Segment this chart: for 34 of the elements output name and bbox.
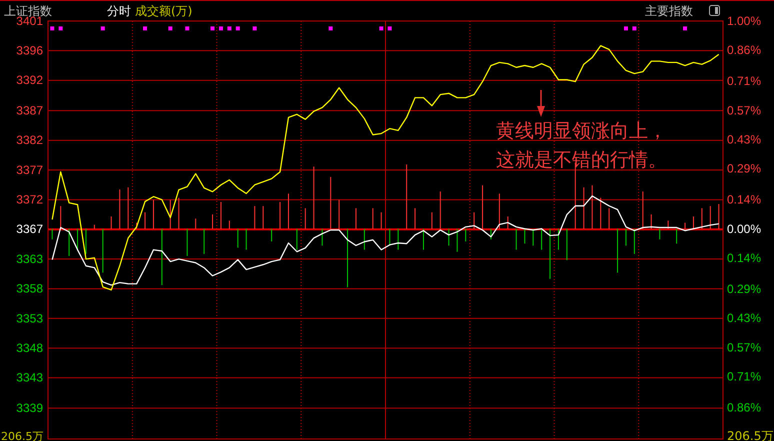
- y-tick-label: 3358: [16, 282, 44, 296]
- chart-subtitle: 分时: [107, 4, 131, 18]
- y2-tick-label: 1.00%: [727, 14, 762, 28]
- line-series: [52, 195, 720, 286]
- y-tick-label: 3353: [16, 311, 44, 326]
- y2-tick-label: 0.71%: [727, 74, 762, 88]
- y2-tick-label: 0.86%: [727, 400, 762, 415]
- y2-tick-label: 0.29%: [727, 161, 762, 176]
- y-tick-label: 3367: [16, 222, 44, 236]
- y2-tick-label: 0.00%: [727, 222, 762, 236]
- y2-tick-label: 0.57%: [727, 340, 762, 354]
- y2-tick-label: 0.43%: [727, 132, 762, 146]
- y2-tick-label: 0.43%: [727, 311, 762, 326]
- y-tick-label: 3382: [16, 133, 44, 148]
- y2-tick-label: 0.71%: [727, 369, 762, 384]
- line-series: [52, 45, 720, 291]
- y-tick-label: 3396: [16, 44, 44, 58]
- y-tick-label: 3339: [16, 400, 44, 415]
- y-tick-label: 3392: [16, 73, 44, 88]
- y2-tick-label: 0.14%: [727, 192, 762, 207]
- text: 主要指数: [645, 4, 693, 18]
- y-tick-label: 3372: [16, 192, 44, 207]
- y-tick-label: 3363: [16, 252, 44, 266]
- y-tick-label: 3343: [16, 370, 44, 385]
- annotation: 黄线明显领涨向上，: [496, 120, 667, 142]
- text: 成交额(万): [135, 4, 192, 18]
- annotation: 这就是不错的行情。: [496, 149, 667, 171]
- y-tick-label: 3348: [16, 340, 44, 355]
- y-tick-label: 3377: [16, 162, 44, 177]
- y2-tick-label: 0.29%: [727, 282, 762, 296]
- y2-tick-label: 0.14%: [727, 250, 762, 265]
- y-tick-label: 3387: [16, 104, 44, 118]
- y2-tick-label: 0.57%: [727, 103, 762, 118]
- y2-tick-label: 0.86%: [727, 42, 762, 57]
